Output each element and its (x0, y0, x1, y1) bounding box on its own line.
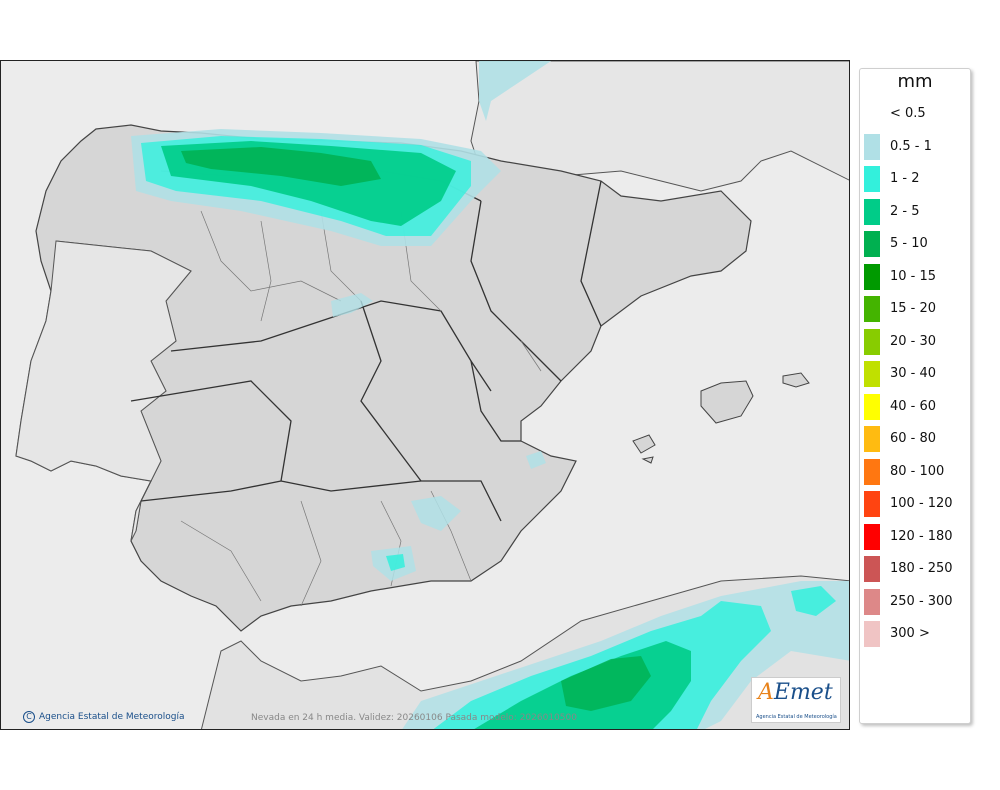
menorca (782, 372, 810, 388)
snow-central (331, 293, 373, 317)
legend-label: 0.5 - 1 (890, 138, 932, 154)
legend-label: 1 - 2 (890, 171, 920, 186)
snow-overlay (131, 61, 849, 729)
legend-label: 80 - 100 (890, 463, 945, 479)
legend-swatch (864, 393, 880, 420)
snow-south-2-mid (386, 554, 405, 571)
legend-swatch (864, 458, 880, 485)
legend-swatch (864, 101, 880, 127)
copyright-icon: C (23, 711, 35, 723)
credit-text: Agencia Estatal de Meteorología (39, 712, 185, 722)
legend-label: 250 - 300 (890, 593, 953, 609)
snow-africa-heavy (561, 656, 651, 711)
legend-label: 60 - 80 (890, 431, 937, 446)
legend-label: 30 - 40 (890, 366, 937, 381)
logo-subtext: Agencia Estatal de Meteorología (756, 714, 837, 720)
legend-label: < 0.5 (890, 106, 926, 121)
legend-swatch (864, 523, 880, 550)
legend-swatch (864, 166, 880, 192)
legend-swatch (864, 198, 880, 225)
snow-south-1 (411, 496, 461, 531)
snow-pyrenees (479, 61, 551, 121)
legend-label: 5 - 10 (890, 236, 928, 251)
legend-swatch (864, 133, 880, 160)
region-borders (130, 165, 602, 522)
legend-label: 2 - 5 (890, 203, 920, 219)
snow-east (526, 451, 546, 469)
province-borders (180, 210, 542, 607)
legend: mm < 0.5 0.5 - 1 1 - 2 2 - 5 5 - 10 10 - 15 15… (859, 68, 971, 724)
legend-swatch (864, 263, 880, 290)
portugal (15, 240, 192, 542)
legend-label: 40 - 60 (890, 398, 937, 414)
legend-swatch (864, 556, 880, 582)
legend-swatch (864, 328, 880, 355)
snow-north-heavy (181, 147, 381, 186)
legend-swatch (864, 231, 880, 257)
legend-swatch (864, 588, 880, 615)
mallorca (700, 380, 754, 424)
legend-label: 300 > (890, 626, 930, 641)
legend-swatch (864, 296, 880, 322)
snow-atlas-east (791, 586, 836, 616)
legend-swatch (864, 621, 880, 647)
legend-unit: mm (897, 71, 933, 92)
legend-label: 180 - 250 (890, 561, 953, 576)
legend-label: 120 - 180 (890, 528, 953, 544)
map-caption: Nevada en 24 h media. Validez: 20260106 … (251, 713, 577, 723)
legend-label: 15 - 20 (890, 301, 937, 316)
legend-label: 20 - 30 (890, 333, 937, 349)
legend-swatch (864, 426, 880, 452)
agency-credit: C Agencia Estatal de Meteorología (23, 711, 185, 723)
legend-swatch (864, 361, 880, 387)
logo-wordmark: AEmet (758, 680, 833, 705)
legend-label: 10 - 15 (890, 268, 937, 284)
legend-swatch (864, 491, 880, 517)
legend-label: 100 - 120 (890, 496, 953, 511)
aemet-logo: AEmet Agencia Estatal de Meteorología (751, 677, 841, 723)
formentera (641, 456, 654, 464)
iberia-map (15, 61, 849, 729)
map-panel: C Agencia Estatal de Meteorología Nevada … (0, 60, 850, 730)
ibiza (632, 434, 656, 454)
